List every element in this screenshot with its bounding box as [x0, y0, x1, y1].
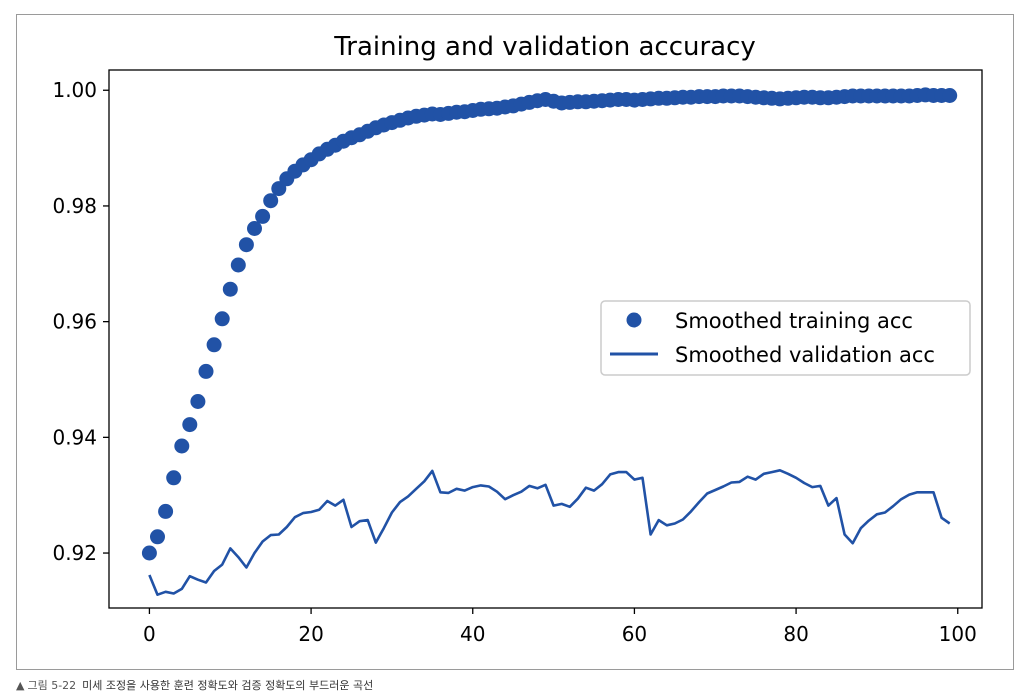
legend-training-marker [626, 312, 642, 328]
caption-figure-number: 그림 5-22 [27, 679, 77, 692]
caption-text: 미세 조정을 사용한 훈련 정확도와 검증 정확도의 부드러운 곡선 [82, 679, 374, 692]
training-point [182, 417, 198, 433]
y-tick-label: 0.94 [52, 425, 97, 449]
y-tick-label: 0.98 [52, 194, 97, 218]
training-point [255, 208, 271, 224]
training-point [190, 394, 206, 409]
accuracy-chart: Training and validation accuracy 0 20 40 60… [52, 32, 983, 646]
x-tick-label: 80 [783, 622, 808, 646]
y-tick-label: 0.92 [52, 541, 97, 565]
training-point [230, 257, 246, 273]
chart-title: Training and validation accuracy [333, 32, 756, 62]
y-tick-label: 1.00 [52, 78, 97, 102]
training-point [238, 237, 254, 253]
training-point [150, 529, 165, 545]
x-tick-label: 100 [939, 622, 977, 646]
training-point [158, 503, 174, 519]
legend-box [600, 300, 971, 376]
legend: Smoothed training acc Smoothed validatio… [600, 300, 971, 376]
caption-marker: ▲ [16, 679, 25, 692]
training-point [263, 193, 279, 209]
validation-series [148, 468, 951, 597]
validation-line [148, 468, 951, 597]
training-point [141, 545, 157, 561]
training-point [222, 281, 238, 297]
y-axis: 0.92 0.94 0.96 0.98 1.00 [52, 78, 109, 565]
training-point [206, 337, 222, 353]
x-axis: 0 20 40 60 80 100 [143, 608, 977, 646]
y-tick-label: 0.96 [52, 310, 97, 334]
x-tick-label: 40 [460, 622, 485, 646]
x-tick-label: 20 [298, 622, 323, 646]
training-point [942, 88, 958, 103]
x-tick-label: 60 [622, 622, 647, 646]
training-point [247, 221, 262, 236]
training-point [166, 470, 182, 486]
plot-area [108, 69, 983, 609]
legend-training-label: Smoothed training acc [675, 309, 913, 333]
training-series [141, 87, 958, 561]
legend-validation-label: Smoothed validation acc [675, 343, 935, 367]
training-point [214, 311, 230, 327]
x-tick-label: 0 [143, 622, 156, 646]
figure-caption: ▲ 그림 5-22 미세 조정을 사용한 훈련 정확도와 검증 정확도의 부드러운 … [16, 677, 373, 693]
training-point [174, 438, 190, 454]
figure-frame: Training and validation accuracy 0 20 40 60… [16, 14, 1014, 670]
plot-border [108, 69, 983, 609]
training-point [198, 363, 214, 379]
